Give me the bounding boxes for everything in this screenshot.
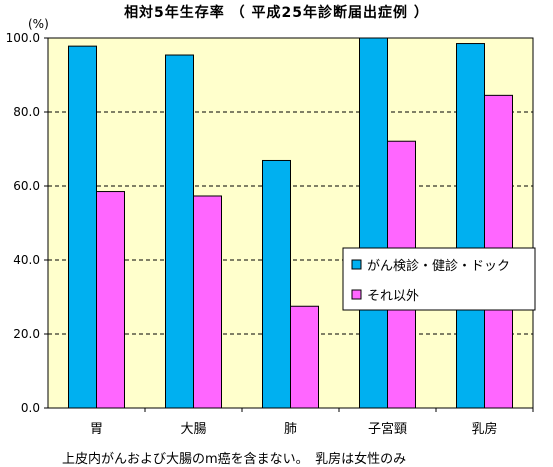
plot-frame — [47, 37, 534, 409]
legend-box — [342, 247, 536, 311]
legend-label: それ以外 — [367, 289, 419, 304]
bar-screening — [262, 159, 291, 409]
x-tick-label: 大腸 — [180, 422, 206, 437]
x-tick-label: 乳房 — [471, 421, 497, 437]
bar-other — [290, 305, 319, 409]
legend-swatch — [351, 289, 362, 300]
bar-screening — [359, 37, 388, 409]
y-tick-label: 100.0 — [6, 31, 40, 45]
legend-swatch — [351, 259, 362, 270]
x-tick-label: 子宮頸 — [368, 421, 407, 437]
grid-lines — [48, 111, 533, 335]
y-tick-label: 80.0 — [13, 105, 40, 119]
bar-screening — [165, 54, 194, 409]
y-tick-label: 0.0 — [21, 401, 40, 415]
bar-screening — [68, 45, 97, 409]
y-tick-label: 40.0 — [13, 253, 40, 267]
y-tick-label: 60.0 — [13, 179, 40, 193]
x-tick-label: 肺 — [284, 422, 297, 437]
legend-label: がん検診・健診・ドック — [367, 258, 510, 274]
footnote: 上皮内がんおよび大腸のm癌を含まない。 乳房は女性のみ — [62, 452, 407, 467]
bar-screening — [456, 43, 485, 409]
axes: 0.0 20.0 40.0 60.0 80.0 100.0 胃 大腸 肺 子宮頸 乳房 — [6, 31, 534, 437]
y-tick-label: 20.0 — [13, 327, 40, 341]
y-axis-label: (%) — [28, 17, 49, 31]
chart-title: 相対5年生存率 （ 平成25年診断届出症例 ） — [124, 5, 429, 21]
bar-other — [193, 195, 222, 409]
x-tick-label: 胃 — [90, 422, 103, 437]
bar-other — [96, 191, 125, 409]
